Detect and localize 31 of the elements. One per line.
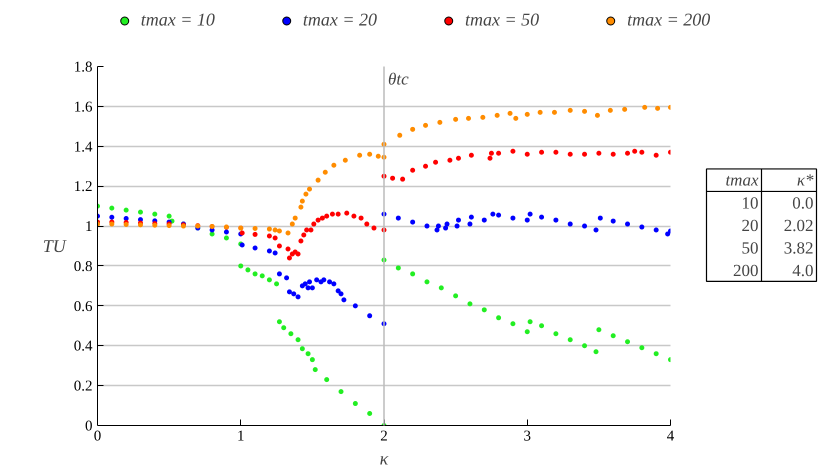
x-tick-label: 3 <box>524 428 531 444</box>
ref-line-label: θtc <box>388 70 410 88</box>
y-tick-label: 0.2 <box>74 378 92 395</box>
y-tick-label: 0.4 <box>74 338 93 355</box>
y-axis-title: TU <box>42 236 67 256</box>
y-tick-label: 0 <box>85 418 92 434</box>
y-tick-label: 0.8 <box>74 258 92 275</box>
text: tmax <box>725 170 759 190</box>
text: 20 <box>742 216 758 236</box>
text: 200 <box>733 261 758 280</box>
text: 2.02 <box>784 216 814 236</box>
legend-label: tmax = 10 <box>140 10 215 30</box>
text: 0.0 <box>792 194 814 213</box>
x-tick-label: 1 <box>237 428 244 444</box>
y-tick-label: 1.6 <box>74 99 93 116</box>
text: 50 <box>742 238 758 258</box>
y-tick-label: 1.8 <box>74 60 92 76</box>
legend-label: tmax = 200 <box>627 10 710 30</box>
y-tick-label: 1 <box>85 219 92 236</box>
legend-label: tmax = 50 <box>465 10 540 30</box>
text: 10 <box>742 194 758 213</box>
text: 3.82 <box>784 238 814 258</box>
y-tick-label: 0.6 <box>74 298 93 315</box>
legend-label: tmax = 20 <box>302 10 377 30</box>
y-tick-label: 1.4 <box>74 139 93 156</box>
y-tick-label: 1.2 <box>74 179 92 196</box>
x-tick-label: 2 <box>380 428 388 444</box>
text: 4.0 <box>792 261 814 280</box>
x-axis-title: κ <box>380 448 389 468</box>
x-tick-label: 4 <box>666 428 675 444</box>
text: κ* <box>796 170 814 190</box>
